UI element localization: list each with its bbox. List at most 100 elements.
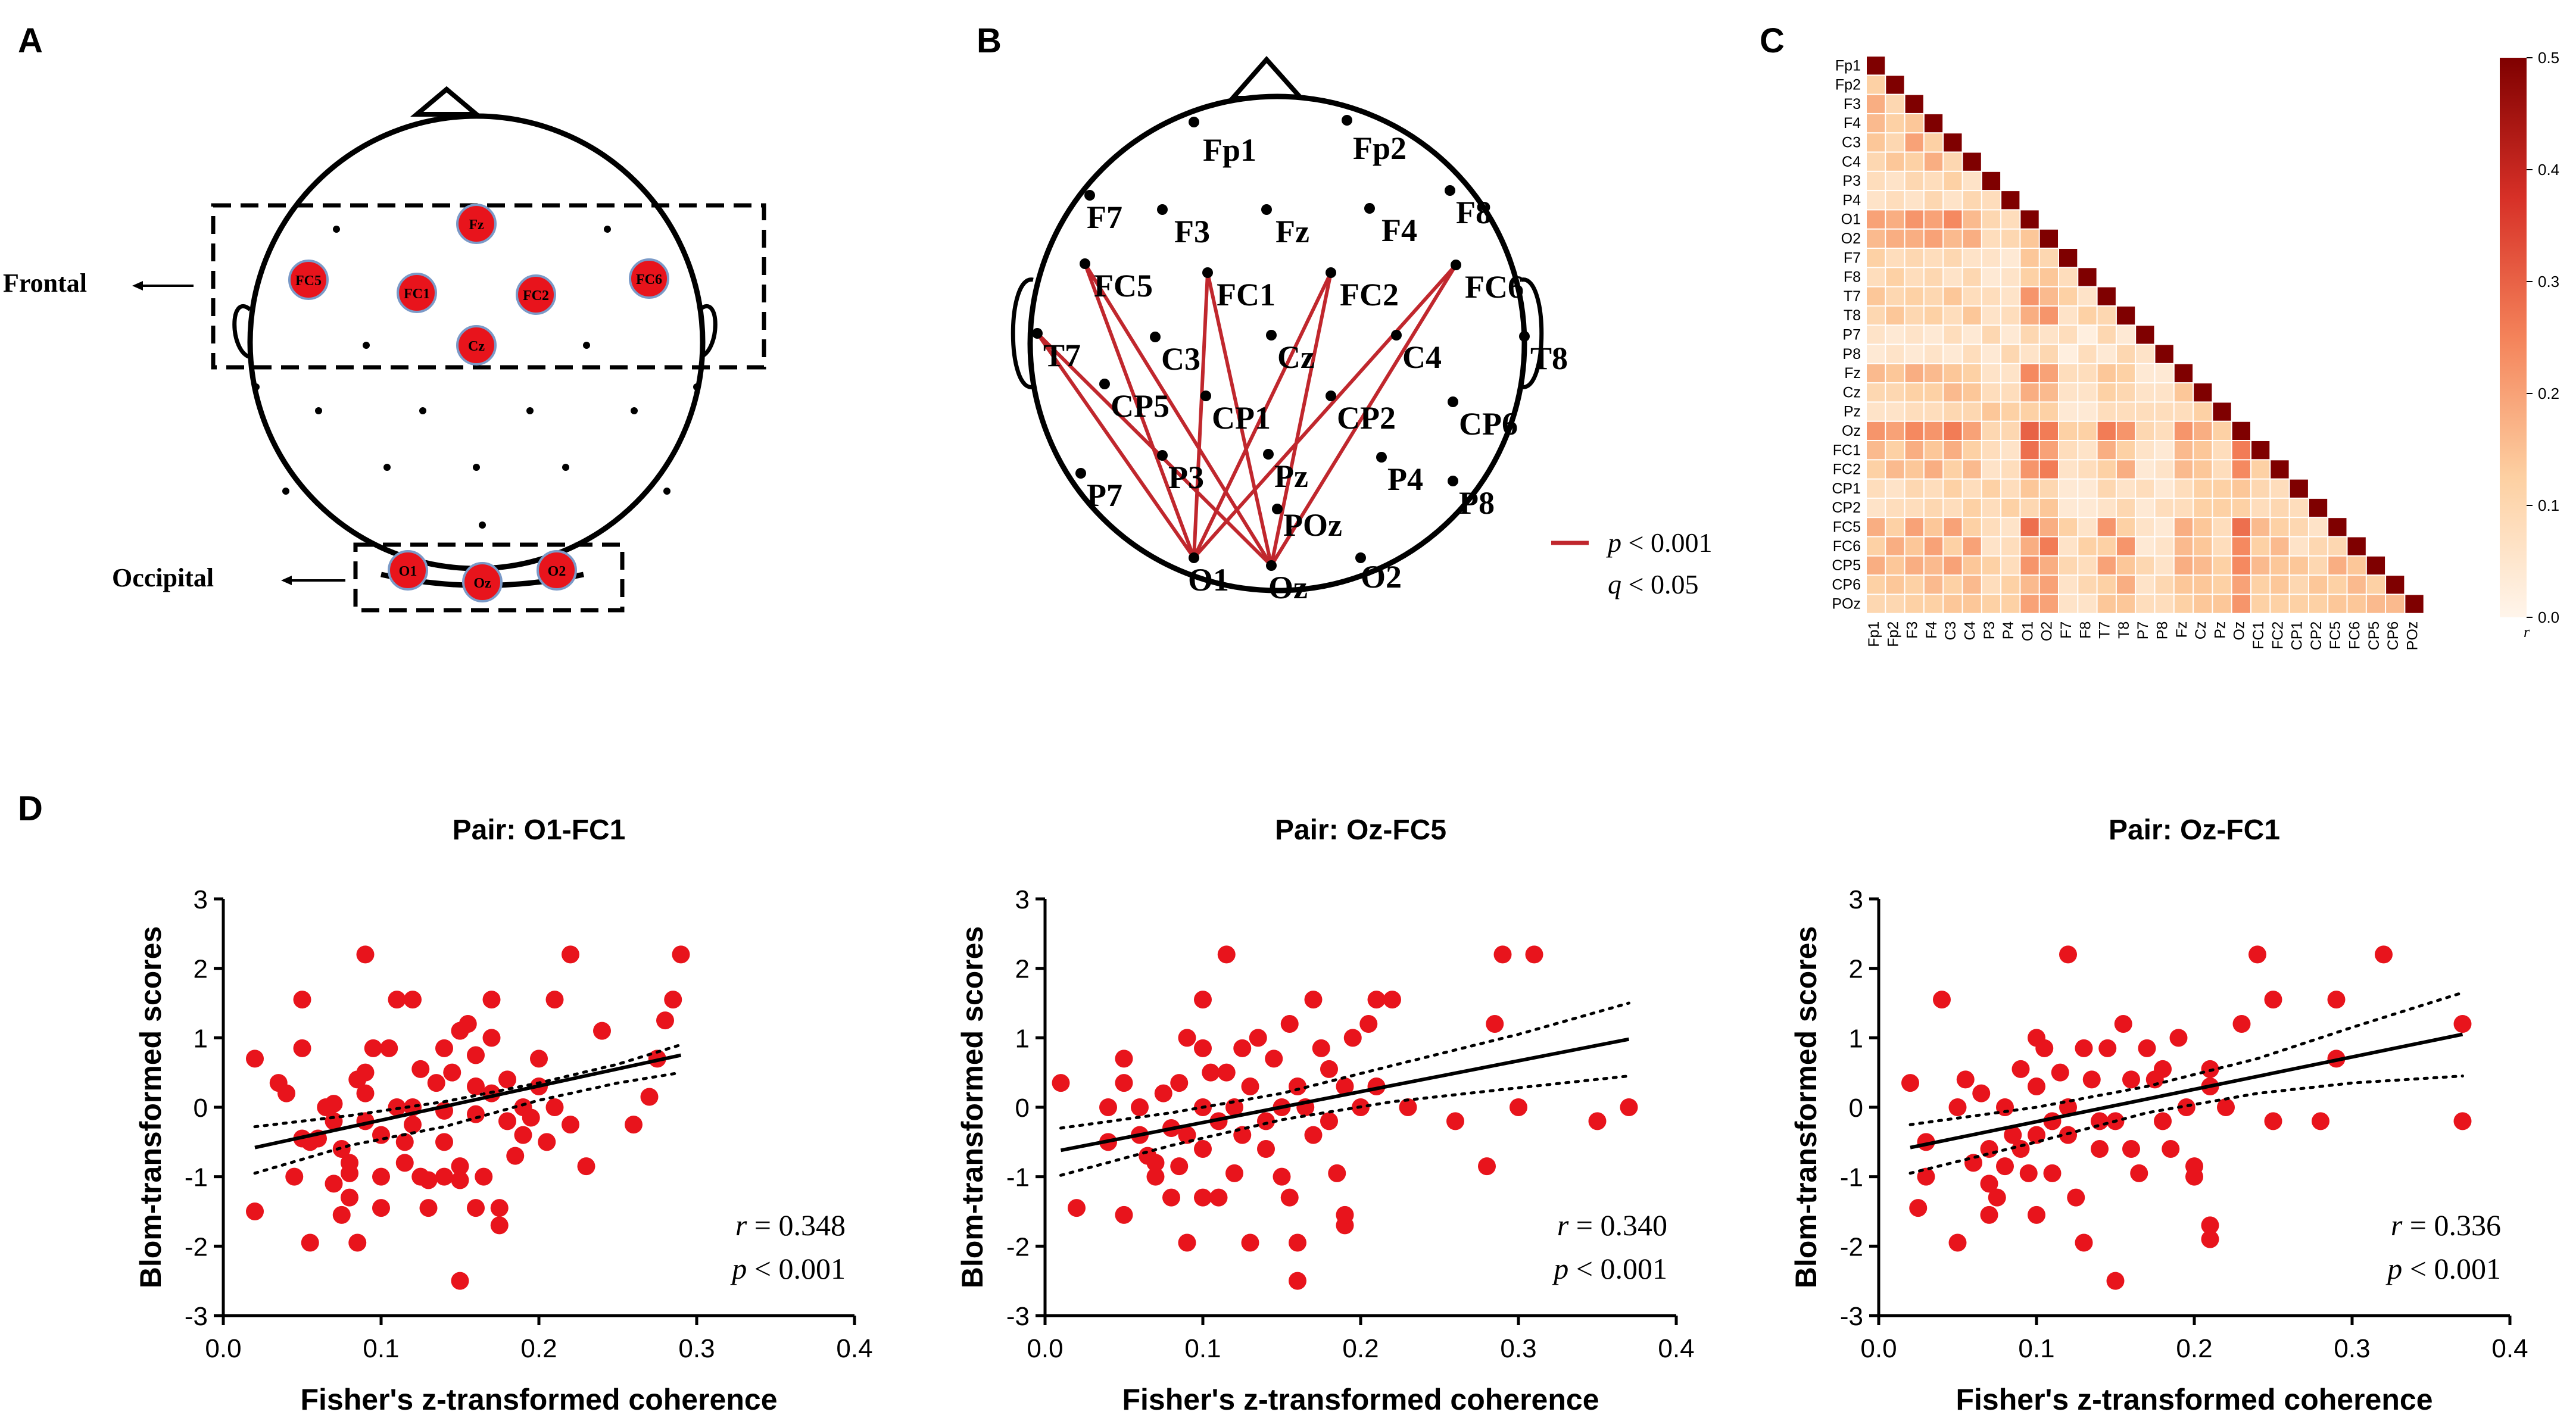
scatter-point	[2035, 1039, 2054, 1057]
heatmap-cell-cp2-c3	[1944, 498, 1962, 517]
scatter-point	[341, 1164, 358, 1182]
scatter-point	[1336, 1077, 1354, 1095]
heatmap-cell-fc6-c3	[1944, 537, 1962, 555]
a-electrode-marker	[456, 204, 497, 244]
heatmap-cell-fz-c3	[1944, 364, 1962, 383]
heatmap-cell-f8-f8	[2078, 268, 2097, 286]
colorbar	[2500, 58, 2527, 617]
scatter-point	[246, 1050, 264, 1068]
heatmap-cell-pz-f4	[1924, 402, 1943, 421]
heatmap-cell-fc2-o1	[2020, 460, 2039, 479]
heatmap-cell-cp5-t8	[2116, 556, 2135, 575]
scatter-point	[1131, 1098, 1149, 1116]
heatmap-cell-fc5-fz	[2174, 518, 2193, 536]
heatmap-cell-oz-f4	[1924, 421, 1943, 440]
scatter-point	[522, 1108, 540, 1127]
y-tick-label: 3	[1849, 885, 1863, 914]
heatmap-cell-cp1-f3	[1905, 479, 1923, 498]
heatmap-cell-c4-f4	[1924, 152, 1943, 171]
heatmap-cell-fc2-fp1	[1867, 460, 1885, 479]
x-tick-label: 0.4	[1658, 1334, 1694, 1363]
a-electrode-dot	[631, 407, 638, 414]
heatmap-cell-fc2-fc1	[2251, 460, 2270, 479]
heatmap-cell-cp5-cz	[2194, 556, 2212, 575]
scatter-point	[1996, 1157, 2014, 1176]
scatter-point	[2248, 945, 2266, 964]
y-tick-label: 1	[1015, 1024, 1030, 1053]
scatter-point	[2019, 1164, 2038, 1182]
scatter-point	[2004, 1126, 2022, 1144]
heatmap-cell-c3-f3	[1905, 133, 1923, 152]
a-electrode-marker	[462, 562, 503, 602]
heatmap-cell-pz-p7	[2136, 402, 2154, 421]
scatter-point	[2122, 1070, 2140, 1089]
heatmap-cell-fc6-f3	[1905, 537, 1923, 555]
heatmap-cell-fc2-f8	[2078, 460, 2097, 479]
heatmap-row-label: T7	[1844, 288, 1861, 305]
heatmap-cell-p3-fp2	[1886, 171, 1904, 190]
heatmap-cell-p3-p3	[1982, 171, 2001, 190]
scatter-point	[356, 945, 375, 964]
b-electrode-label: F3	[1174, 214, 1210, 249]
heatmap-cell-fc2-fp2	[1886, 460, 1904, 479]
heatmap-cell-fc1-oz	[2232, 441, 2250, 460]
heatmap-cell-poz-o2	[2039, 595, 2058, 613]
scatter-point	[545, 1098, 564, 1116]
colorbar-label: r	[2524, 623, 2530, 641]
scatter-point	[395, 1154, 414, 1172]
heatmap-cell-o2-fp1	[1867, 229, 1885, 248]
b-electrode-o2: O2	[1355, 552, 1402, 595]
heatmap-cell-cp5-c4	[1963, 556, 1981, 575]
b-electrode-dot	[1342, 115, 1352, 126]
scatter-point	[1486, 1015, 1504, 1033]
scatter-point	[2028, 1205, 2045, 1224]
heatmap-cell-f8-o2	[2039, 268, 2058, 286]
heatmap-row-label: Fp1	[1835, 57, 1861, 74]
heatmap-cell-cp6-cp1	[2290, 576, 2308, 594]
occipital-arrow-head	[281, 576, 292, 585]
heatmap-cell-fc2-f7	[2059, 460, 2078, 479]
heatmap-cell-cz-fp2	[1886, 383, 1904, 402]
heatmap-cell-fc2-fc2	[2271, 460, 2289, 479]
heatmap-row-label: F7	[1844, 249, 1861, 266]
heatmap-cell-fc5-o2	[2039, 518, 2058, 536]
heatmap-cell-pz-c3	[1944, 402, 1962, 421]
panel-c-heatmap: Fp1Fp2F3F4C3C4P3P4O1O2F7F8T7T8P7P8FzCzPz…	[1832, 49, 2559, 650]
heatmap-row-label: P3	[1842, 173, 1861, 189]
scatter-point	[1225, 1164, 1243, 1182]
heatmap-cell-fc6-p7	[2136, 537, 2154, 555]
heatmap-cell-p3-c4	[1963, 171, 1981, 190]
scatter-point	[301, 1233, 319, 1252]
scatter-point	[1257, 1140, 1275, 1158]
heatmap-cell-f4-fp2	[1886, 114, 1904, 133]
y-axis-label: Blom-transformed scores	[1789, 926, 1823, 1289]
heatmap-column-label: C4	[1962, 621, 1979, 641]
b-electrode-label: F4	[1381, 213, 1417, 248]
scatter-point	[435, 1133, 453, 1151]
heatmap-cell-f4-fp1	[1867, 114, 1885, 133]
heatmap-row-label: P7	[1842, 326, 1861, 343]
heatmap-cell-fc1-c4	[1963, 441, 1981, 460]
b-electrode-dot	[1272, 504, 1283, 514]
heatmap-cell-cp5-o1	[2020, 556, 2039, 575]
heatmap-cell-fz-p3	[1982, 364, 2001, 383]
heatmap-cell-fc5-fp1	[1867, 518, 1885, 536]
b-electrode-dot	[1200, 391, 1211, 401]
heatmap-cell-fz-fp1	[1867, 364, 1885, 383]
scatter-point	[2177, 1098, 2195, 1116]
b-electrode-label: C3	[1161, 341, 1200, 377]
heatmap-cell-oz-p4	[2001, 421, 2020, 440]
heatmap-cell-fc6-pz	[2213, 537, 2231, 555]
heatmap-cell-p8-p7	[2136, 345, 2154, 363]
b-electrode-label: FC5	[1094, 268, 1153, 304]
a-electrode-dot	[473, 464, 480, 471]
heatmap-cell-fc5-f3	[1905, 518, 1923, 536]
heatmap-row-label: P4	[1842, 192, 1861, 208]
heatmap-cell-cz-c3	[1944, 383, 1962, 402]
heatmap-cell-poz-fp2	[1886, 595, 1904, 613]
ci-lower-line	[1908, 1075, 2464, 1175]
y-tick-label: -1	[1006, 1163, 1030, 1192]
scatter-point	[1320, 1060, 1338, 1078]
heatmap-cell-p7-c4	[1963, 326, 1981, 344]
